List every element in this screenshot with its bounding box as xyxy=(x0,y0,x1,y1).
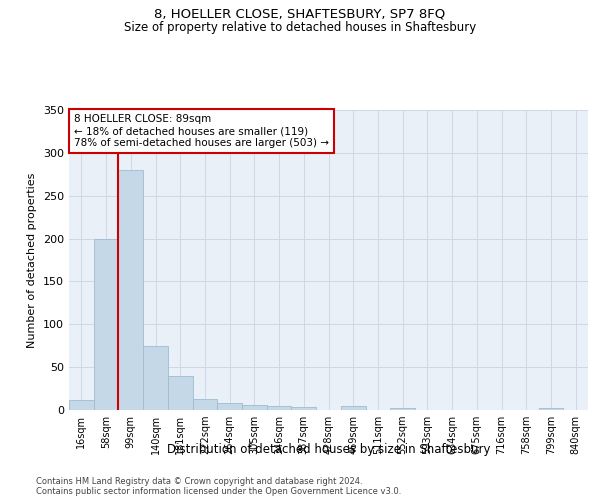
Bar xyxy=(390,408,415,410)
Y-axis label: Number of detached properties: Number of detached properties xyxy=(28,172,37,348)
Bar xyxy=(292,406,316,410)
Bar xyxy=(168,376,193,410)
Bar xyxy=(242,405,267,410)
Bar xyxy=(193,399,217,410)
Bar xyxy=(94,238,118,410)
Text: Contains public sector information licensed under the Open Government Licence v3: Contains public sector information licen… xyxy=(36,488,401,496)
Bar xyxy=(143,346,168,410)
Bar xyxy=(539,408,563,410)
Bar xyxy=(341,406,365,410)
Text: Size of property relative to detached houses in Shaftesbury: Size of property relative to detached ho… xyxy=(124,21,476,34)
Bar xyxy=(267,406,292,410)
Text: 8, HOELLER CLOSE, SHAFTESBURY, SP7 8FQ: 8, HOELLER CLOSE, SHAFTESBURY, SP7 8FQ xyxy=(154,8,446,20)
Bar xyxy=(118,170,143,410)
Text: Distribution of detached houses by size in Shaftesbury: Distribution of detached houses by size … xyxy=(167,442,491,456)
Text: 8 HOELLER CLOSE: 89sqm
← 18% of detached houses are smaller (119)
78% of semi-de: 8 HOELLER CLOSE: 89sqm ← 18% of detached… xyxy=(74,114,329,148)
Bar xyxy=(217,403,242,410)
Bar xyxy=(69,400,94,410)
Text: Contains HM Land Registry data © Crown copyright and database right 2024.: Contains HM Land Registry data © Crown c… xyxy=(36,478,362,486)
